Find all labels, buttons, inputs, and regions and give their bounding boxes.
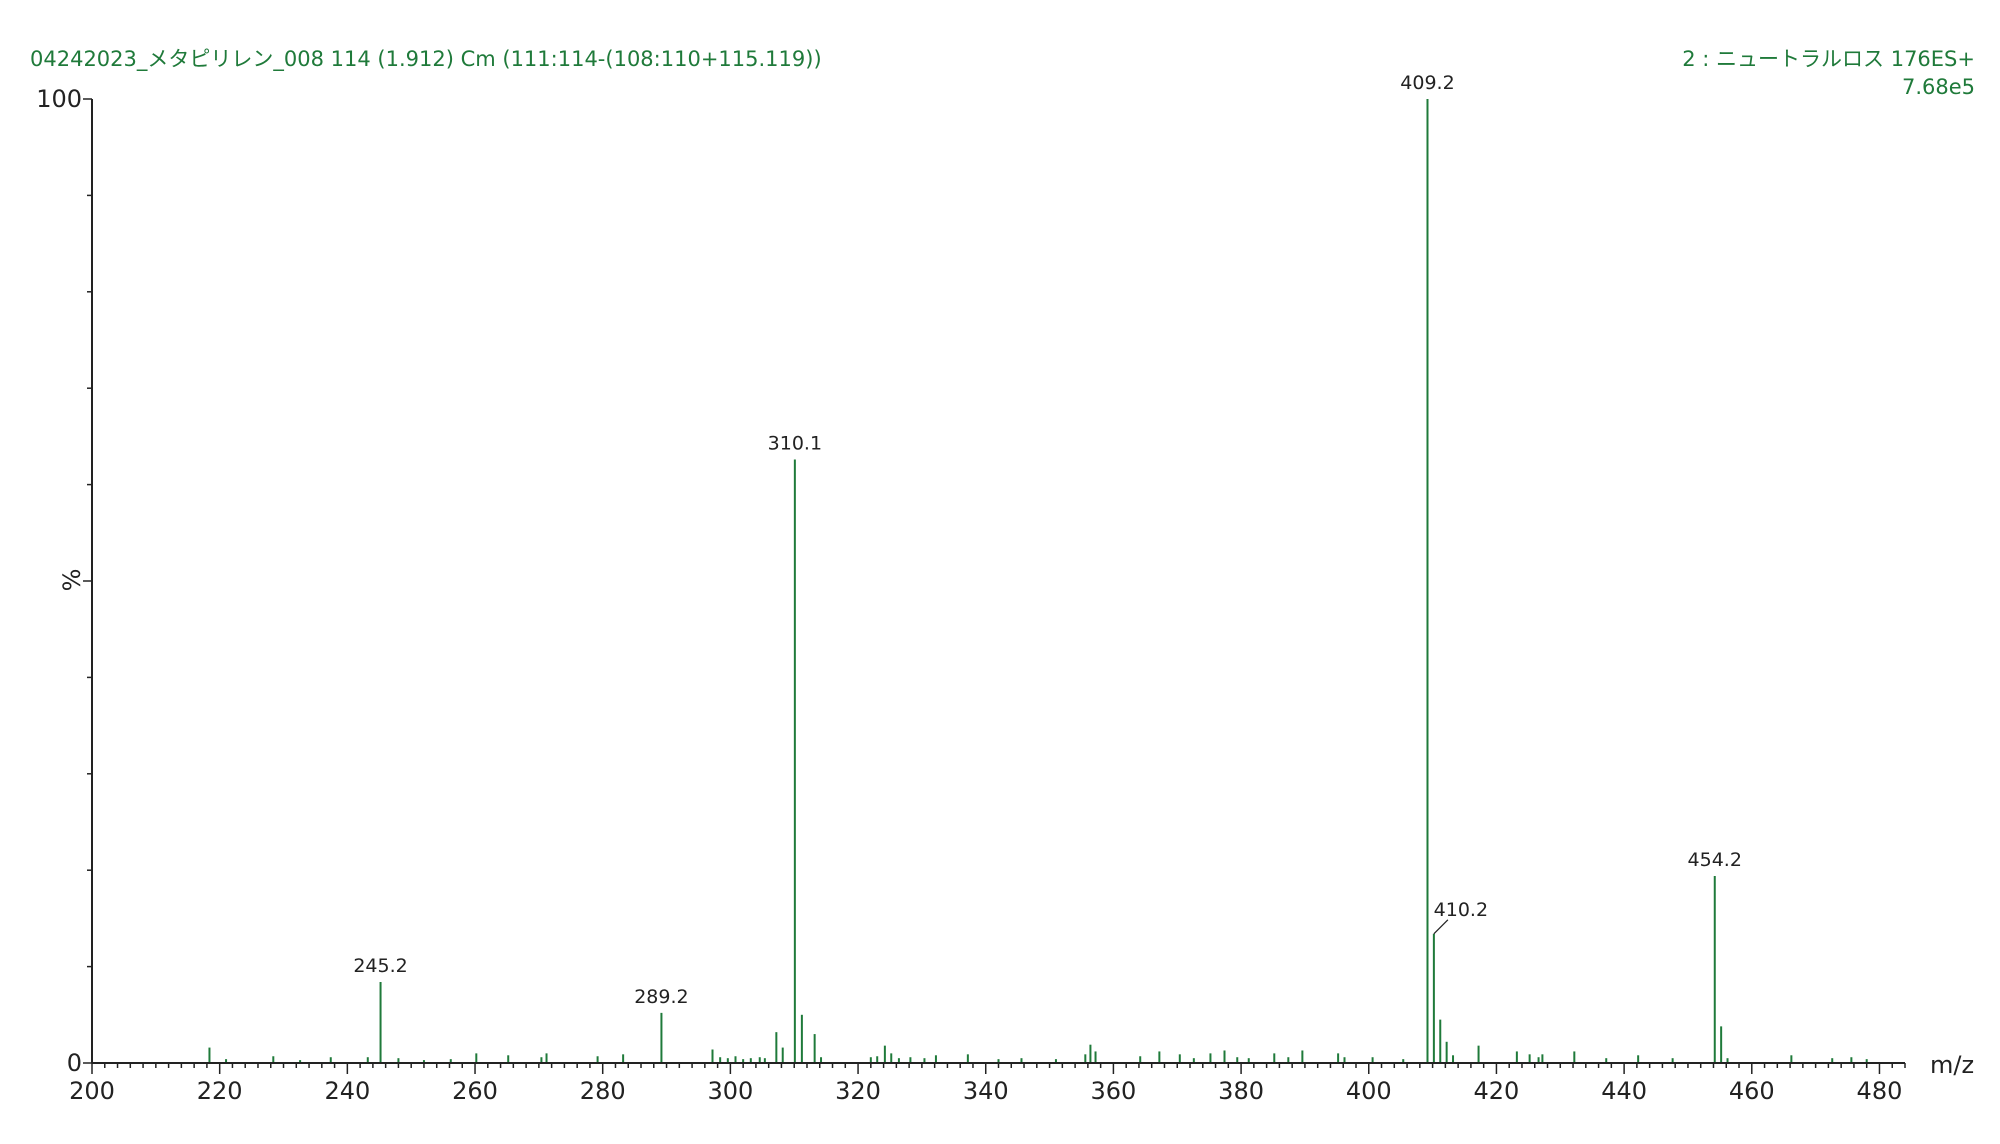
y-tick-label: 100 [36, 85, 82, 113]
x-tick-label: 380 [1218, 1077, 1264, 1105]
x-tick-label: 480 [1857, 1077, 1903, 1105]
y-tick-label: 0 [67, 1049, 82, 1077]
x-tick-label: 240 [324, 1077, 370, 1105]
intensity-label: 7.68e5 [1902, 75, 1975, 99]
x-tick-label: 420 [1474, 1077, 1520, 1105]
x-tick-label: 440 [1601, 1077, 1647, 1105]
peak-label: 409.2 [1400, 72, 1454, 94]
x-tick-label: 300 [707, 1077, 753, 1105]
x-tick-label: 280 [580, 1077, 626, 1105]
x-tick-label: 360 [1091, 1077, 1137, 1105]
x-tick-label: 340 [963, 1077, 1009, 1105]
x-axis-label: m/z [1930, 1051, 1974, 1079]
x-tick-label: 260 [452, 1077, 498, 1105]
y-axis-label: % [58, 569, 86, 592]
peak-label: 454.2 [1688, 849, 1742, 871]
axes: 200 220 240 260 280 300 320 340 360 380 400 420 440 4… [36, 85, 1906, 1105]
x-tick-label: 200 [69, 1077, 115, 1105]
x-tick-label: 460 [1729, 1077, 1775, 1105]
peak-series [208, 99, 1868, 1063]
function-label: 2 : ニュートラルロス 176ES+ [1682, 47, 1975, 71]
peak-label-leader [1433, 919, 1449, 935]
peak-label: 310.1 [768, 433, 822, 455]
x-tick-label: 320 [835, 1077, 881, 1105]
peak-label: 410.2 [1434, 899, 1488, 921]
peak-labels: 245.2 289.2 310.1 409.2 410.2 454.2 [353, 72, 1742, 1008]
peak-label: 245.2 [353, 955, 407, 977]
peak-label: 289.2 [634, 986, 688, 1008]
chart-title: 04242023_メタピリレン_008 114 (1.912) Cm (111:… [30, 47, 822, 72]
x-tick-label: 400 [1346, 1077, 1392, 1105]
x-tick-label: 220 [197, 1077, 243, 1105]
